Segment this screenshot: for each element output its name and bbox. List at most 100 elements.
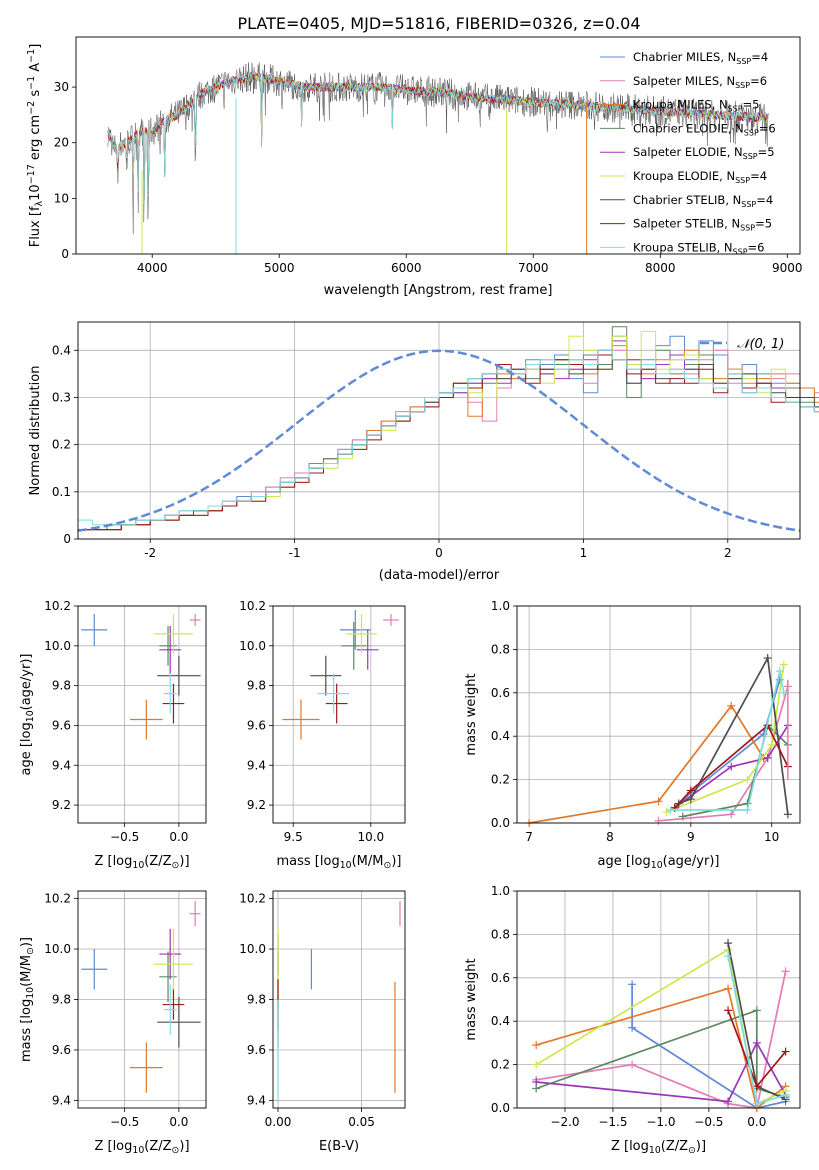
legend-label: 𝒩(0, 1) bbox=[737, 337, 784, 352]
y-tick-label: 9.6 bbox=[52, 718, 71, 732]
label-span: Flux [f bbox=[28, 206, 43, 247]
y-tick-label: 9.4 bbox=[52, 758, 71, 772]
x-tick-label: 10 bbox=[764, 830, 779, 844]
legend-label: Chabrier STELIB, NSSP=4 bbox=[633, 193, 773, 209]
label-span: s bbox=[28, 90, 43, 101]
y-tick-label: 9.4 bbox=[247, 758, 266, 772]
y-tick-label: 9.2 bbox=[52, 798, 71, 812]
label-span: Salpeter MILES, N bbox=[633, 74, 735, 88]
weight-series-line bbox=[658, 686, 789, 822]
y-tick-label: 0 bbox=[63, 532, 71, 546]
label-span: Chabrier MILES, N bbox=[633, 50, 736, 64]
label-span: Kroupa STELIB, N bbox=[633, 240, 733, 254]
label-span: SSP bbox=[736, 57, 751, 66]
y-tick-label: 0.8 bbox=[491, 642, 510, 656]
y-tick-label: 0.6 bbox=[491, 971, 510, 985]
legend-label: Kroupa ELODIE, NSSP=4 bbox=[633, 169, 767, 185]
y-axis-label: mass weight bbox=[464, 958, 479, 1040]
y-tick-label: 9.6 bbox=[247, 718, 266, 732]
y-tick-label: 10.2 bbox=[239, 892, 266, 906]
weight-series-line bbox=[670, 670, 785, 811]
weight-series-line bbox=[666, 664, 785, 813]
label-span: SSP bbox=[740, 224, 755, 233]
x-tick-label: 9 bbox=[687, 830, 695, 844]
label-span: SSP bbox=[735, 81, 750, 90]
axes-frame bbox=[272, 605, 406, 824]
label-span: )] bbox=[19, 937, 34, 947]
y-tick-label: 10.2 bbox=[239, 599, 266, 613]
axes-frame bbox=[272, 890, 406, 1109]
x-tick-label: 8000 bbox=[645, 261, 676, 275]
x-tick-label: 0.05 bbox=[348, 1115, 375, 1129]
x-tick-label: 0.00 bbox=[265, 1115, 292, 1129]
weight-series-line bbox=[674, 724, 789, 809]
x-tick-label: 1 bbox=[580, 546, 588, 560]
y-tick-label: 10.0 bbox=[44, 942, 71, 956]
spectrum-panel: 4000 5000 6000 7000 8000 9000 0 10 20 30 Chabrier … bbox=[26, 36, 803, 298]
label-span: mass [log bbox=[277, 854, 340, 869]
x-tick-label: 9000 bbox=[772, 261, 803, 275]
label-span: −1 bbox=[26, 76, 37, 90]
y-axis-label: Normed distribution bbox=[28, 366, 43, 496]
histogram-series bbox=[77, 349, 819, 539]
axes-frame bbox=[77, 890, 207, 1109]
label-span: 10 bbox=[649, 1145, 661, 1156]
x-axis-label: Z [log10(Z/Z⊙)] bbox=[94, 854, 189, 871]
y-tick-label: 10.0 bbox=[44, 639, 71, 653]
label-span: )] bbox=[696, 1139, 706, 1154]
x-tick-label: 0.0 bbox=[169, 1115, 188, 1129]
x-tick-label: 6000 bbox=[391, 261, 422, 275]
x-tick-label: 0 bbox=[435, 546, 443, 560]
legend-label: Salpeter ELODIE, NSSP=5 bbox=[633, 145, 775, 161]
x-axis-label: wavelength [Angstrom, rest frame] bbox=[324, 283, 553, 298]
label-span: erg cm bbox=[28, 115, 43, 164]
label-span: A bbox=[28, 63, 43, 76]
legend-label: Chabrier MILES, NSSP=4 bbox=[633, 50, 768, 66]
weight-series-line bbox=[528, 704, 765, 824]
x-tick-label: −2.0 bbox=[550, 1115, 579, 1129]
y-tick-label: 9.4 bbox=[247, 1093, 266, 1107]
axes-frame bbox=[516, 890, 801, 1109]
label-span: (Z/Z bbox=[661, 1139, 688, 1154]
label-span: =6 bbox=[748, 240, 765, 254]
label-span: =6 bbox=[759, 121, 776, 135]
y-tick-label: 0.2 bbox=[491, 773, 510, 787]
label-span: ] bbox=[28, 44, 43, 49]
weight-series-line bbox=[631, 984, 786, 1109]
x-tick-label: −0.5 bbox=[110, 1115, 139, 1129]
y-tick-label: 0.0 bbox=[491, 816, 510, 830]
label-span: 10 bbox=[132, 860, 144, 871]
label-span: −17 bbox=[26, 164, 37, 184]
y-tick-label: 0.1 bbox=[52, 485, 71, 499]
label-span: )] bbox=[179, 1139, 189, 1154]
y-tick-label: 0 bbox=[61, 247, 69, 261]
y-tick-label: 10 bbox=[54, 191, 69, 205]
x-tick-label: 2 bbox=[724, 546, 732, 560]
figure-title: PLATE=0405, MJD=51816, FIBERID=0326, z=0… bbox=[237, 14, 640, 33]
label-span: ⊙ bbox=[383, 860, 391, 871]
x-tick-label: 7000 bbox=[518, 261, 549, 275]
y-tick-label: 0.8 bbox=[491, 927, 510, 941]
label-span: Kroupa ELODIE, N bbox=[633, 169, 735, 183]
label-span: Z [log bbox=[94, 854, 132, 869]
y-tick-label: 10.2 bbox=[44, 599, 71, 613]
axes-frame bbox=[77, 321, 801, 540]
y-tick-label: 9.2 bbox=[247, 798, 266, 812]
label-span: Chabrier STELIB, N bbox=[633, 193, 741, 207]
y-tick-label: 0.2 bbox=[52, 438, 71, 452]
label-span: ⊙ bbox=[25, 947, 36, 955]
x-axis-label: E(B-V) bbox=[319, 1139, 359, 1154]
label-span: (M/M bbox=[19, 955, 34, 987]
x-tick-label: 7 bbox=[525, 830, 533, 844]
y-tick-label: 0.4 bbox=[491, 729, 510, 743]
label-span: 10 bbox=[340, 860, 352, 871]
x-tick-label: 9.5 bbox=[284, 830, 303, 844]
label-span: (Z/Z bbox=[144, 854, 171, 869]
y-axis-label: age [log10(age/yr)] bbox=[19, 654, 36, 776]
y-axis-label: mass weight bbox=[464, 673, 479, 755]
x-axis-label: mass [log10(M/M⊙)] bbox=[277, 854, 402, 871]
x-tick-label: -2 bbox=[144, 546, 156, 560]
y-tick-label: 1.0 bbox=[491, 599, 510, 613]
label-span: SSP bbox=[744, 128, 759, 137]
